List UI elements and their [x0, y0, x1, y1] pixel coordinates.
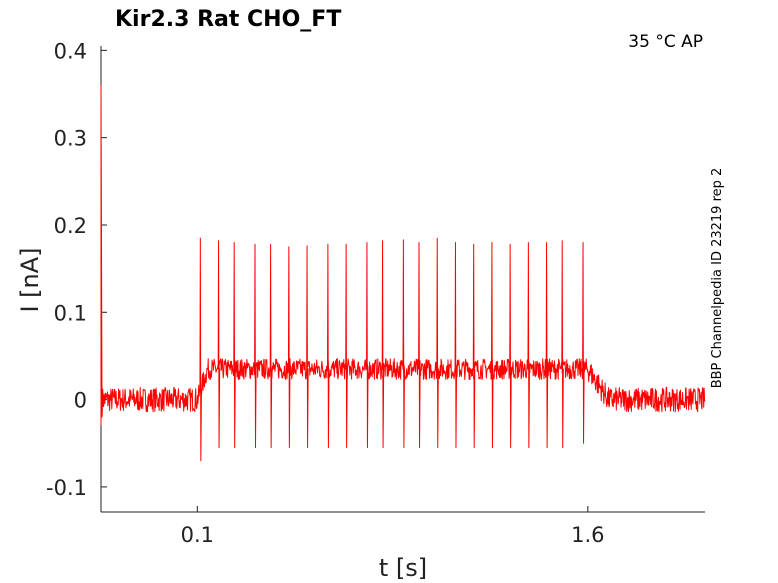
y-tick-label: -0.1 [46, 476, 87, 500]
chart-title: Kir2.3 Rat CHO_FT [115, 7, 341, 32]
current-trace [100, 84, 706, 462]
y-axis-ticks: -0.1 0 0.1 0.2 0.3 0.4 [46, 39, 107, 500]
y-tick-label: 0.4 [54, 39, 87, 63]
condition-annotation: 35 °C AP [628, 32, 703, 52]
y-axis-label: I [nA] [16, 247, 44, 312]
y-tick-label: 0.1 [54, 301, 87, 325]
x-tick-label: 0.1 [181, 523, 214, 547]
channelpedia-id-label: BBP Channelpedia ID 23219 rep 2 [710, 168, 725, 389]
y-tick-label: 0.2 [54, 214, 87, 238]
x-axis-ticks: 0.1 1.6 [181, 506, 605, 547]
plot-area: -0.1 0 0.1 0.2 0.3 0.4 0.1 1.6 [46, 39, 706, 547]
y-tick-label: 0 [74, 389, 87, 413]
x-tick-label: 1.6 [571, 523, 604, 547]
y-tick-label: 0.3 [54, 127, 87, 151]
x-axis-label: t [s] [379, 554, 427, 582]
